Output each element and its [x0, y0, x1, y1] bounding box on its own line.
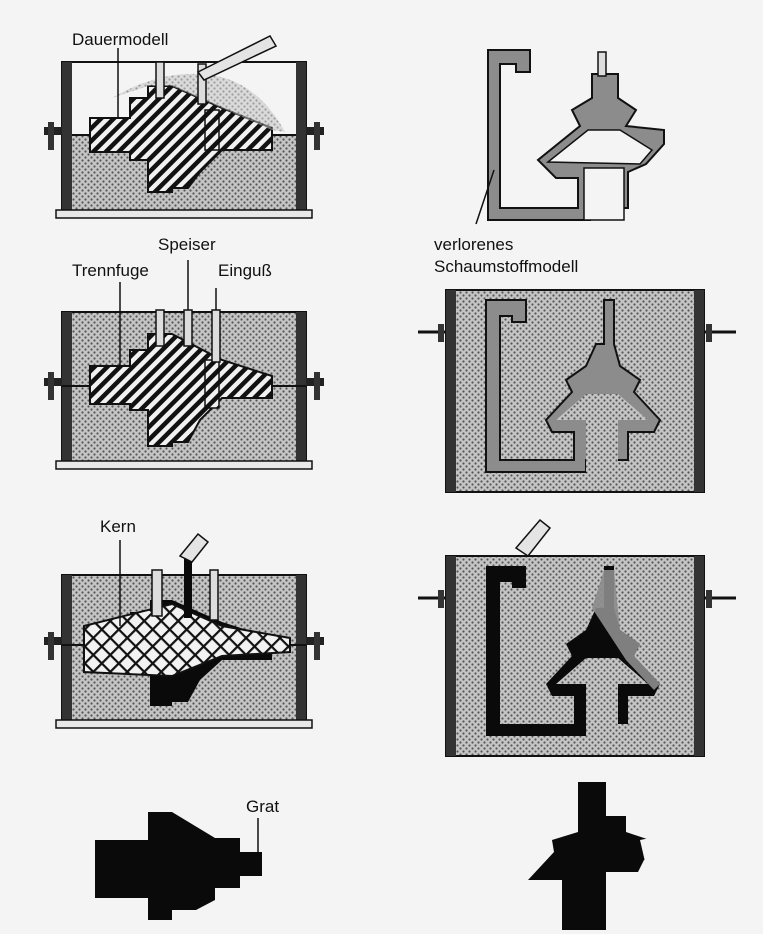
- panel-pouring-with-core: [44, 532, 324, 729]
- panel-permanent-pattern-placed: [44, 35, 324, 219]
- label-permanent-pattern: Dauermodell: [72, 30, 169, 49]
- panel-foam-pattern-in-sand: [418, 289, 736, 493]
- label-sprue: Einguß: [218, 261, 272, 280]
- label-core: Kern: [100, 517, 136, 536]
- label-lost-foam-line1: verlorenes: [434, 235, 514, 254]
- panel-finished-casting-with-flash: [95, 812, 262, 920]
- label-parting-line: Trennfuge: [72, 261, 149, 280]
- panel-closed-mould-with-pattern: [44, 260, 324, 470]
- panel-pouring-lost-foam: [418, 518, 736, 757]
- label-lost-foam-line2: Schaumstoffmodell: [434, 257, 579, 276]
- label-riser: Speiser: [158, 235, 216, 254]
- panel-lost-foam-casting: [528, 782, 662, 930]
- label-flash: Grat: [246, 797, 280, 816]
- panel-lost-foam-pattern: [475, 49, 665, 225]
